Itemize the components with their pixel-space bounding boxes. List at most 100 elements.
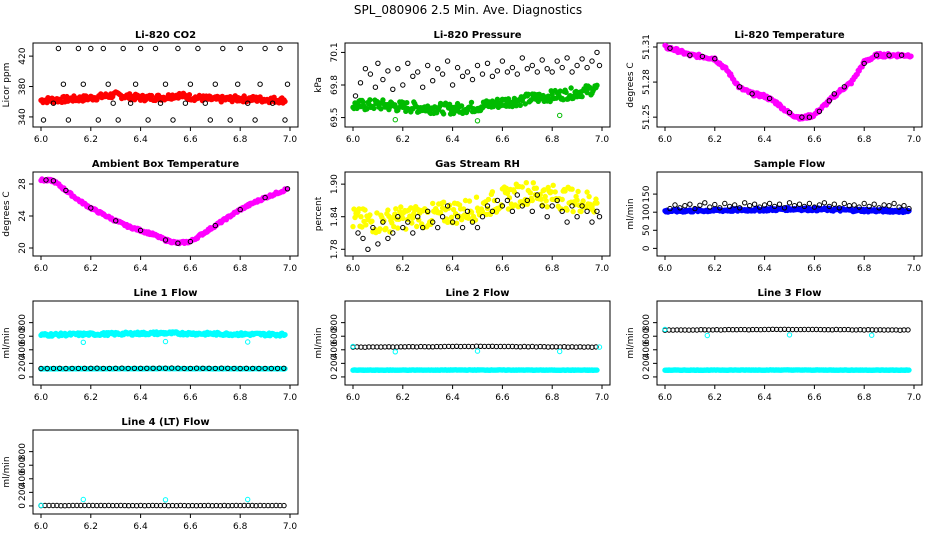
data-point (846, 203, 852, 209)
x-tick-label: 6.2 (396, 264, 410, 274)
data-point (227, 117, 233, 123)
figure-title: SPL_080906 2.5 Min. Ave. Diagnostics (354, 3, 582, 17)
data-point (821, 200, 828, 206)
data-point (522, 101, 528, 107)
data-point (479, 208, 486, 215)
data-point (144, 365, 150, 371)
data-point (113, 218, 119, 224)
data-point (821, 327, 828, 333)
series-line2-cyan-outliers (350, 343, 603, 355)
data-point (584, 208, 590, 215)
data-point (195, 45, 201, 52)
data-point (268, 365, 274, 372)
data-point (569, 203, 575, 209)
data-point (281, 365, 287, 371)
data-point (474, 348, 481, 354)
data-point (127, 100, 134, 106)
x-tick-label: 6.6 (183, 522, 198, 532)
y-axis-label: ml/min (2, 456, 12, 487)
data-point (569, 69, 575, 75)
data-point (80, 496, 87, 503)
data-point (469, 219, 476, 225)
data-point (519, 203, 525, 209)
plot-frame (344, 42, 611, 128)
x-tick-label: 6.8 (233, 393, 248, 403)
data-point (50, 100, 57, 106)
data-point (529, 62, 535, 69)
plot-frame (32, 300, 299, 386)
series-co2-outliers (40, 45, 291, 123)
y-tick-label: 50 (642, 224, 652, 236)
data-point (594, 49, 600, 56)
x-tick-label: 6.0 (34, 135, 49, 145)
y-tick-label: 24 (18, 210, 28, 222)
data-point (256, 365, 262, 372)
x-tick-label: 7.0 (283, 393, 298, 403)
data-point (596, 214, 603, 220)
data-point (186, 92, 193, 98)
data-point (269, 100, 276, 106)
data-point (372, 84, 379, 90)
data-point (284, 186, 291, 192)
data-point (662, 326, 668, 333)
data-point (687, 201, 693, 207)
data-point (524, 197, 530, 204)
data-point (523, 180, 529, 186)
y-tick-label: 400 (18, 341, 28, 358)
x-tick-label: 6.6 (807, 135, 822, 145)
data-point (460, 206, 467, 212)
series-line3-black (662, 326, 911, 333)
data-point (44, 365, 50, 372)
data-point (747, 203, 753, 209)
data-point (479, 71, 486, 77)
data-point (454, 214, 461, 220)
data-point (484, 60, 491, 66)
data-point (469, 76, 476, 83)
data-point (564, 55, 570, 61)
data-point (187, 81, 194, 87)
x-tick-label: 6.4 (757, 393, 772, 403)
data-point (564, 219, 570, 225)
data-point (596, 62, 603, 69)
data-point (175, 365, 181, 371)
x-tick-label: 6.8 (857, 393, 872, 403)
y-tick-label: 400 (330, 341, 340, 358)
data-point (362, 66, 369, 72)
data-point (799, 114, 805, 120)
data-point (831, 91, 837, 97)
data-point (137, 45, 144, 52)
data-point (40, 117, 47, 123)
data-point (100, 45, 107, 52)
x-tick-label: 6.8 (545, 264, 560, 274)
data-point (448, 214, 455, 221)
data-point (594, 367, 600, 373)
data-point (410, 215, 416, 221)
data-point (901, 203, 907, 209)
data-point (474, 224, 481, 231)
data-point (594, 208, 600, 215)
data-point (75, 45, 82, 52)
series-ambient-trace (38, 176, 290, 247)
data-point (579, 56, 585, 62)
data-point (464, 69, 471, 75)
series-line4-black (38, 502, 287, 509)
data-point (405, 60, 411, 66)
x-tick-label: 6.4 (445, 135, 460, 145)
data-point (400, 224, 406, 231)
x-tick-label: 6.8 (545, 135, 560, 145)
data-point (751, 201, 758, 207)
data-point (514, 192, 520, 198)
y-tick-label: 69.5 (330, 108, 340, 128)
data-point (405, 219, 411, 225)
x-tick-label: 7.0 (595, 264, 610, 274)
data-point (439, 214, 446, 220)
data-point (150, 365, 156, 371)
data-point (425, 208, 431, 215)
data-point (57, 365, 63, 371)
y-tick-label: 51.25 (642, 104, 652, 130)
data-point (574, 197, 580, 203)
data-point (702, 200, 708, 206)
x-tick-label: 6.2 (84, 135, 98, 145)
data-point (806, 114, 813, 120)
